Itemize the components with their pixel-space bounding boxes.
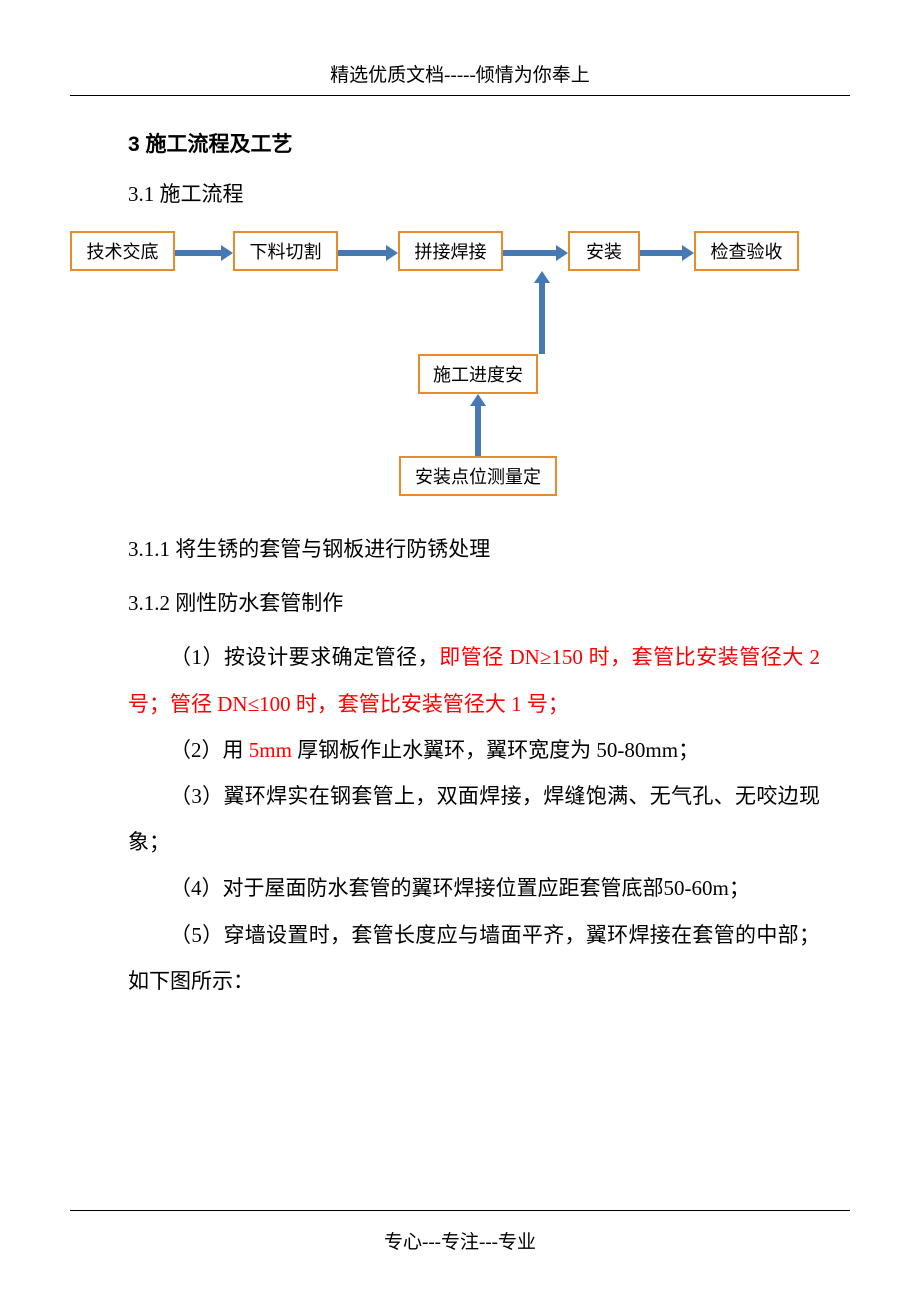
item-2-suffix: 厚钢板作止水翼环，翼环宽度为 50-80mm； bbox=[292, 738, 699, 762]
flow-arrow-horizontal bbox=[175, 248, 233, 258]
item-3-1-2: 3.1.2 刚性防水套管制作 bbox=[128, 580, 850, 626]
item-3-1-1: 3.1.1 将生锈的套管与钢板进行防锈处理 bbox=[128, 526, 850, 572]
page-footer: 专心---专注---专业 bbox=[0, 1210, 920, 1254]
subsection-3-1: 3.1 施工流程 bbox=[128, 178, 850, 208]
flow-node-measurement: 安装点位测量定 bbox=[399, 456, 557, 496]
flow-node-tech-disclosure: 技术交底 bbox=[70, 231, 175, 271]
item-2-red-text: 5mm bbox=[249, 738, 292, 762]
flow-node-label: 安装点位测量定 bbox=[415, 463, 541, 489]
footer-text: 专心---专注---专业 bbox=[384, 1232, 536, 1253]
flow-node-welding: 拼接焊接 bbox=[398, 231, 503, 271]
flow-node-install: 安装 bbox=[568, 231, 640, 271]
flow-node-label: 检查验收 bbox=[711, 238, 783, 264]
item-1-prefix: （1）按设计要求确定管径， bbox=[170, 645, 439, 669]
flow-arrow-horizontal bbox=[338, 248, 398, 258]
page-header: 精选优质文档-----倾情为你奉上 bbox=[70, 60, 850, 96]
paragraph-item-1: （1）按设计要求确定管径，即管径 DN≥150 时，套管比安装管径大 2 号；管… bbox=[128, 634, 820, 726]
section-3-title: 3 施工流程及工艺 bbox=[128, 128, 850, 158]
flow-node-label: 下料切割 bbox=[250, 238, 322, 264]
paragraph-item-4: （4）对于屋面防水套管的翼环焊接位置应距套管底部50-60m； bbox=[128, 865, 820, 911]
flow-arrow-horizontal bbox=[640, 248, 694, 258]
paragraph-item-5: （5）穿墙设置时，套管长度应与墙面平齐，翼环焊接在套管的中部；如下图所示： bbox=[128, 912, 820, 1004]
flow-node-label: 技术交底 bbox=[87, 238, 159, 264]
paragraph-item-3: （3）翼环焊实在钢套管上，双面焊接，焊缝饱满、无气孔、无咬边现象； bbox=[128, 773, 820, 865]
flow-arrow-horizontal bbox=[503, 248, 568, 258]
flowchart-container: 技术交底 下料切割 拼接焊接 安装 检查验收 施工进度安 安装点位测量定 bbox=[70, 226, 850, 506]
item-2-prefix: （2）用 bbox=[170, 738, 249, 762]
footer-divider bbox=[70, 1210, 850, 1211]
flow-node-label: 施工进度安 bbox=[433, 361, 523, 387]
flow-node-cutting: 下料切割 bbox=[233, 231, 338, 271]
flow-node-label: 安装 bbox=[586, 238, 622, 264]
flow-node-schedule: 施工进度安 bbox=[418, 354, 538, 394]
flow-arrow-vertical bbox=[537, 271, 547, 354]
flow-node-label: 拼接焊接 bbox=[415, 238, 487, 264]
flow-node-inspection: 检查验收 bbox=[694, 231, 799, 271]
paragraph-item-2: （2）用 5mm 厚钢板作止水翼环，翼环宽度为 50-80mm； bbox=[128, 727, 820, 773]
flow-arrow-vertical bbox=[473, 394, 483, 456]
